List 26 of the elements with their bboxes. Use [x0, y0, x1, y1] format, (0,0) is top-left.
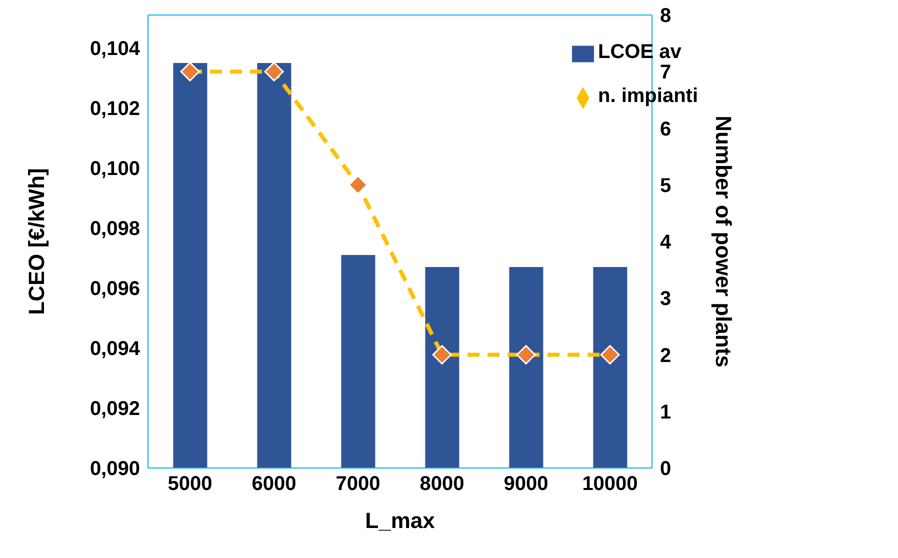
y2-tick-label: 0: [660, 458, 672, 480]
y-axis-title: LCEO [€/kWh]: [24, 168, 49, 315]
y-tick-label: 0,102: [90, 98, 140, 120]
y-tick-label: 0,090: [90, 458, 140, 480]
x-axis-title: L_max: [365, 508, 436, 533]
y2-tick-label: 4: [660, 232, 672, 254]
y2-tick-label: 5: [660, 174, 672, 197]
y-tick-label: 0,092: [90, 398, 140, 420]
y-tick-label: 0,100: [90, 158, 140, 180]
y-tick-label: 0,094: [90, 338, 141, 360]
y2-tick-label: 7: [660, 62, 672, 84]
x-tick-label: 7000: [336, 473, 380, 496]
y2-axis-title: Number of power plants: [711, 116, 736, 368]
y-tick-label: 0,098: [90, 218, 140, 240]
x-tick-label: 6000: [252, 473, 296, 496]
x-tick-label: 8000: [420, 473, 464, 496]
y2-tick-label: 1: [660, 401, 672, 424]
y2-tick-label: 3: [660, 288, 672, 310]
x-tick-label: 5000: [168, 473, 212, 496]
x-tick-label: 10000: [582, 473, 638, 496]
y-tick-label: 0,104: [90, 38, 141, 60]
x-tick-label: 9000: [504, 473, 548, 496]
y2-tick-label: 6: [660, 118, 672, 140]
y-tick-label: 0,096: [90, 278, 140, 300]
y2-tick-label: 2: [660, 344, 672, 367]
y2-tick-label: 8: [660, 5, 672, 28]
